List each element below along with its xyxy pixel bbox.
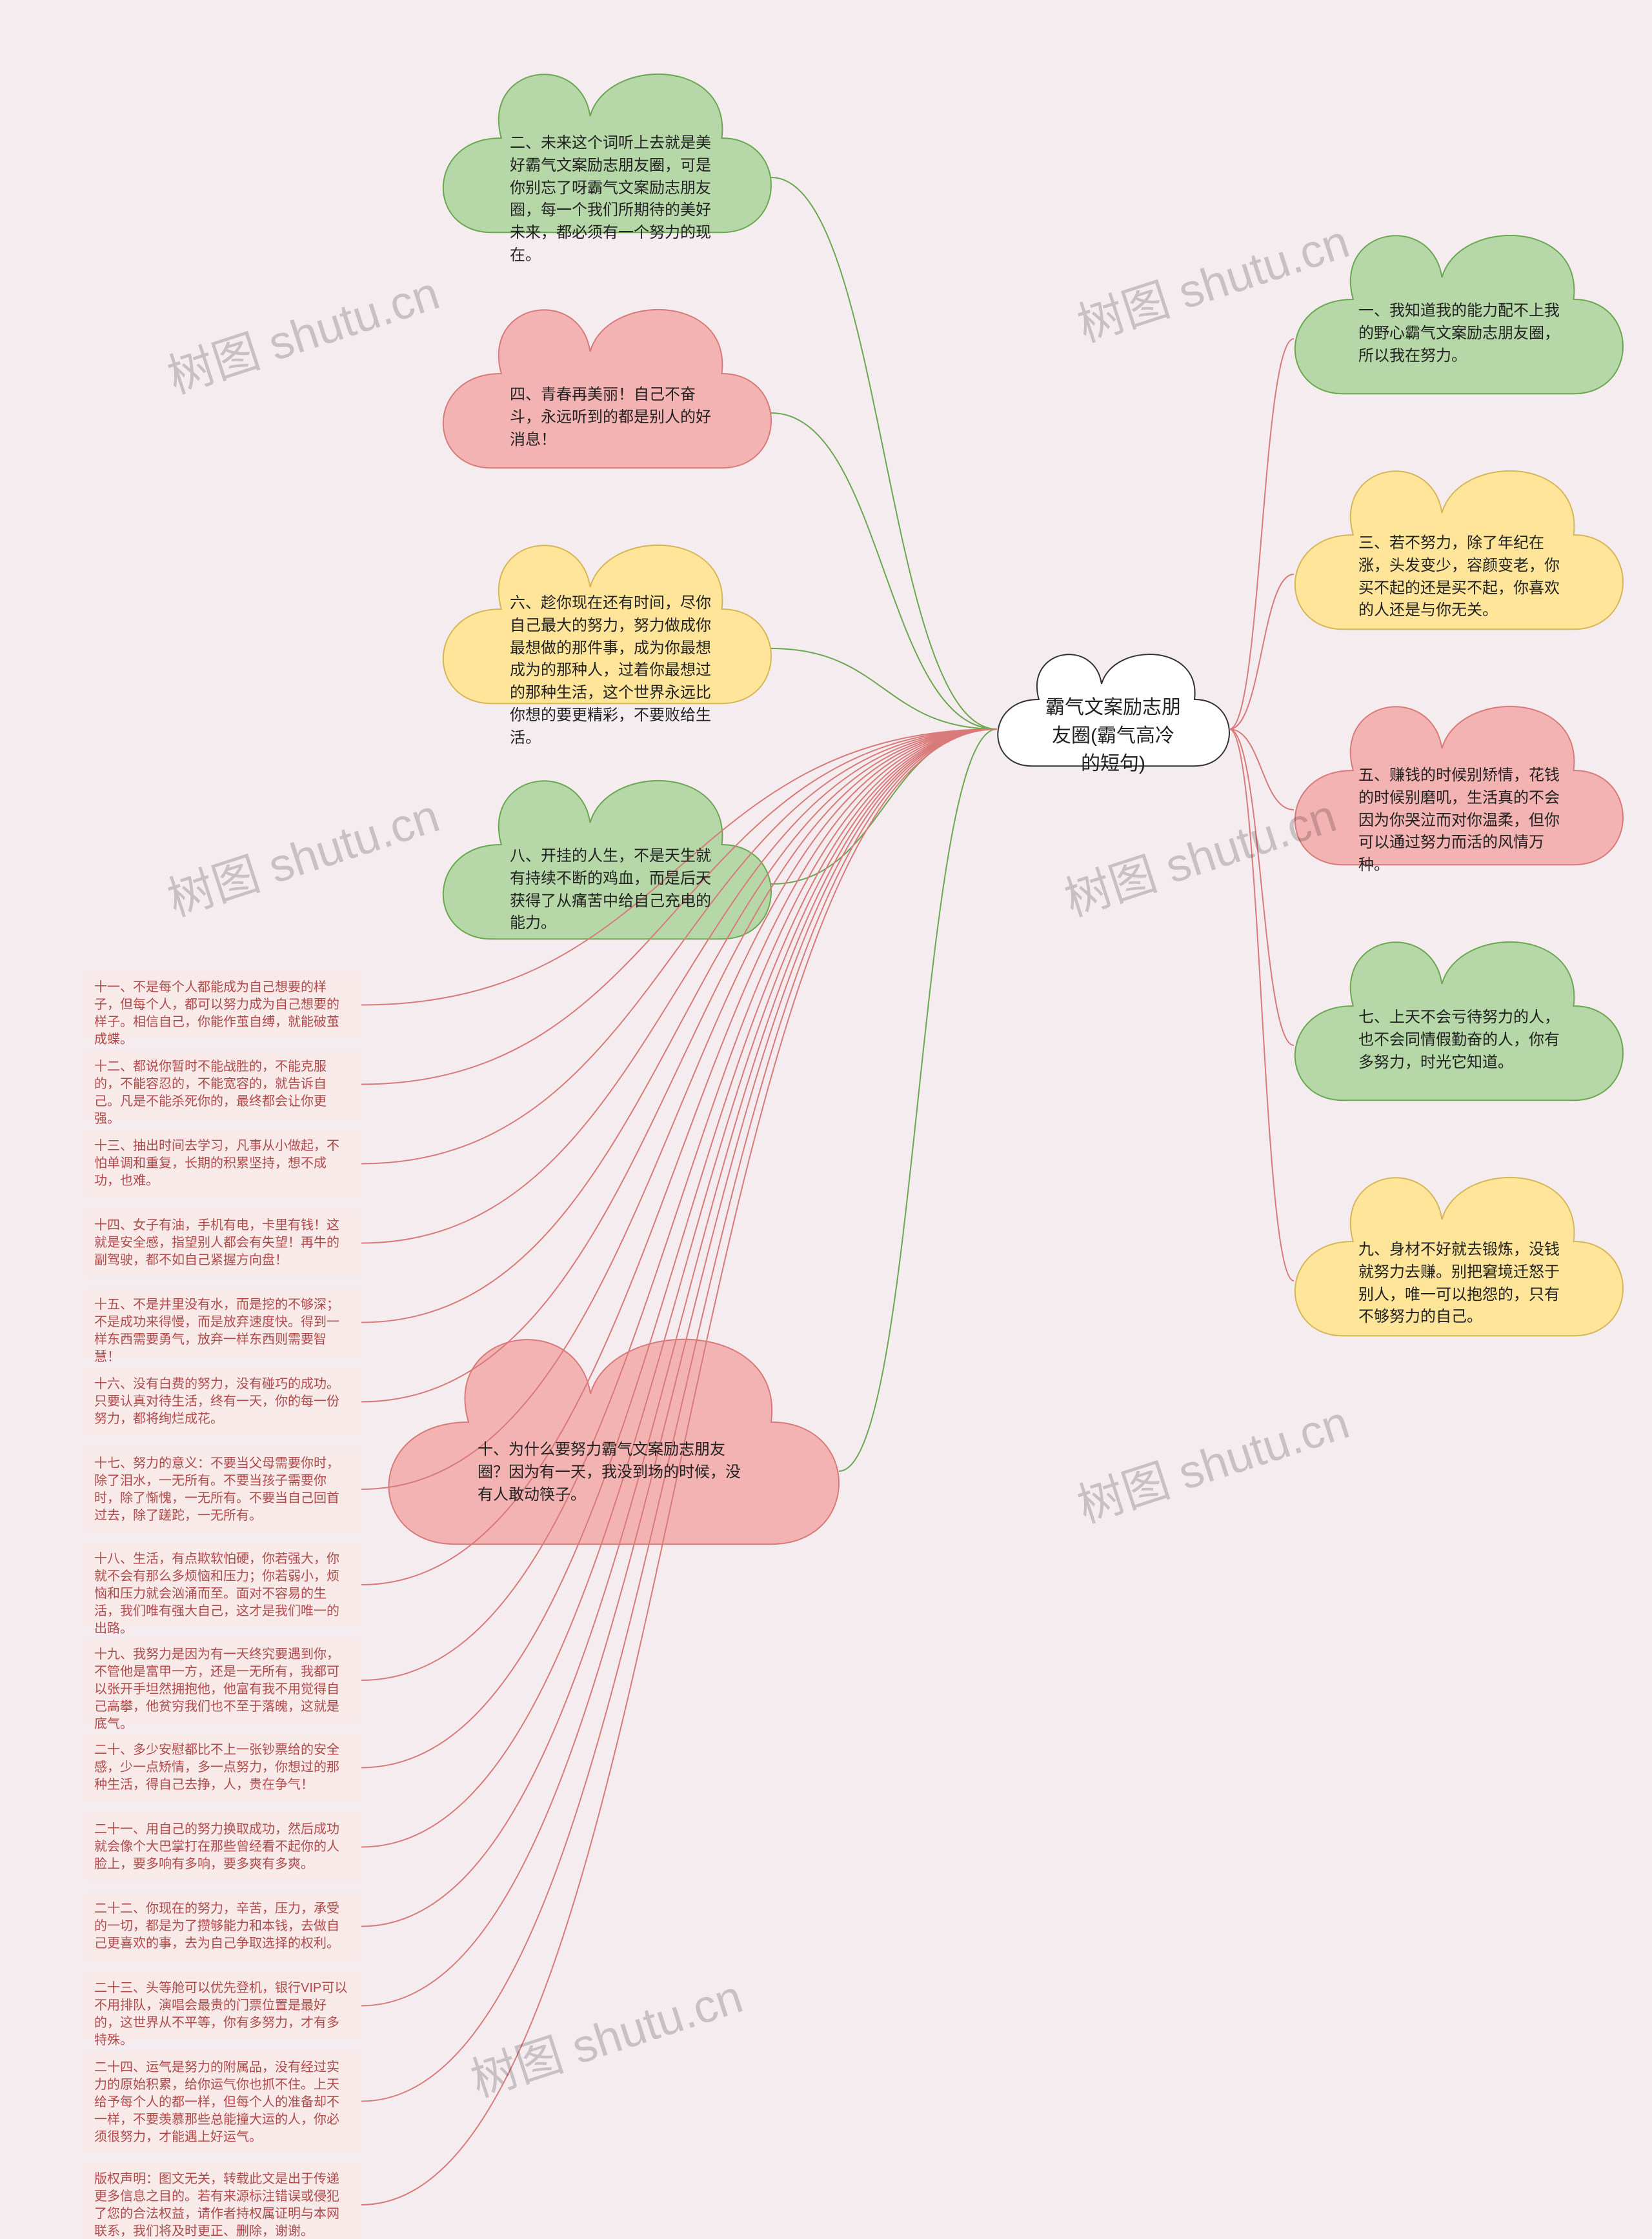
cloud-n4: 四、青春再美丽！自己不奋斗，永远听到的都是别人的好消息！ bbox=[510, 384, 716, 451]
center-node: 霸气文案励志朋友圈(霸气高冷的短句) bbox=[1045, 694, 1181, 778]
list-item-23: 二十三、头等舱可以优先登机，银行VIP可以不用排队，演唱会最贵的门票位置是最好的… bbox=[94, 1980, 351, 2049]
list-item-21: 二十一、用自己的努力换取成功，然后成功就会像个大巴掌打在那些曾经看不起你的人脸上… bbox=[94, 1821, 351, 1873]
cloud-n5: 五、赚钱的时候别矫情，花钱的时候别磨叽，生活真的不会因为你哭泣而对你温柔，但你可… bbox=[1358, 765, 1565, 877]
list-item-24: 二十四、运气是努力的附属品，没有经过实力的原始积累，给你运气你也抓不住。上天给予… bbox=[94, 2059, 351, 2146]
list-item-15: 十五、不是井里没有水，而是挖的不够深；不是成功来得慢，而是放弃速度快。得到一样东… bbox=[94, 1296, 351, 1366]
watermark: 树图 shutu.cn bbox=[1067, 1384, 1356, 1536]
cloud-n6: 六、趁你现在还有时间，尽你自己最大的努力，努力做成你最想做的那件事，成为你最想成… bbox=[510, 592, 716, 750]
watermark: 树图 shutu.cn bbox=[461, 1958, 749, 2110]
cloud-n2: 二、未来这个词听上去就是美好霸气文案励志朋友圈，可是你别忘了呀霸气文案励志朋友圈… bbox=[510, 132, 716, 267]
list-item-12: 十二、都说你暂时不能战胜的，不能克服的，不能容忍的，不能宽容的，就告诉自己。凡是… bbox=[94, 1058, 351, 1128]
cloud-n8: 八、开挂的人生，不是天生就有持续不断的鸡血，而是后天获得了从痛苦中给自己充电的能… bbox=[510, 845, 716, 935]
list-item-20: 二十、多少安慰都比不上一张钞票给的安全感，少一点矫情，多一点努力，你想过的那种生… bbox=[94, 1742, 351, 1794]
list-item-14: 十四、女子有油，手机有电，卡里有钱！这就是安全感，指望别人都会有失望！再牛的副驾… bbox=[94, 1217, 351, 1269]
watermark: 树图 shutu.cn bbox=[1067, 203, 1356, 355]
list-item-11: 十一、不是每个人都能成为自己想要的样子，但每个人，都可以努力成为自己想要的样子。… bbox=[94, 979, 351, 1049]
cloud-n7: 七、上天不会亏待努力的人，也不会同情假勤奋的人，你有多努力，时光它知道。 bbox=[1358, 1007, 1565, 1074]
watermark: 树图 shutu.cn bbox=[1054, 778, 1343, 929]
watermark: 树图 shutu.cn bbox=[157, 255, 446, 407]
list-item-18: 十八、生活，有点欺软怕硬，你若强大，你就不会有那么多烦恼和压力；你若弱小，烦恼和… bbox=[94, 1551, 351, 1638]
list-item-25: 版权声明：图文无关，转载此文是出于传递更多信息之目的。若有来源标注错误或侵犯了您… bbox=[94, 2171, 351, 2239]
list-item-19: 十九、我努力是因为有一天终究要遇到你，不管他是富甲一方，还是一无所有，我都可以张… bbox=[94, 1646, 351, 1733]
cloud-n9: 九、身材不好就去锻炼，没钱就努力去赚。别把窘境迁怒于别人，唯一可以抱怨的，只有不… bbox=[1358, 1239, 1565, 1329]
cloud-n1: 一、我知道我的能力配不上我的野心霸气文案励志朋友圈，所以我在努力。 bbox=[1358, 300, 1565, 367]
list-item-22: 二十二、你现在的努力，辛苦，压力，承受的一切，都是为了攒够能力和本钱，去做自己更… bbox=[94, 1900, 351, 1953]
list-item-13: 十三、抽出时间去学习，凡事从小做起，不怕单调和重复，长期的积累坚持，想不成功，也… bbox=[94, 1138, 351, 1190]
cloud-n3: 三、若不努力，除了年纪在涨，头发变少，容颜变老，你买不起的还是买不起，你喜欢的人… bbox=[1358, 532, 1565, 622]
cloud-n10: 十、为什么要努力霸气文案励志朋友圈？因为有一天，我没到场的时候，没有人敢动筷子。 bbox=[478, 1439, 749, 1506]
list-item-16: 十六、没有白费的努力，没有碰巧的成功。只要认真对待生活，终有一天，你的每一份努力… bbox=[94, 1376, 351, 1428]
list-item-17: 十七、努力的意义：不要当父母需要你时，除了泪水，一无所有。不要当孩子需要你时，除… bbox=[94, 1455, 351, 1525]
watermark: 树图 shutu.cn bbox=[157, 778, 446, 929]
